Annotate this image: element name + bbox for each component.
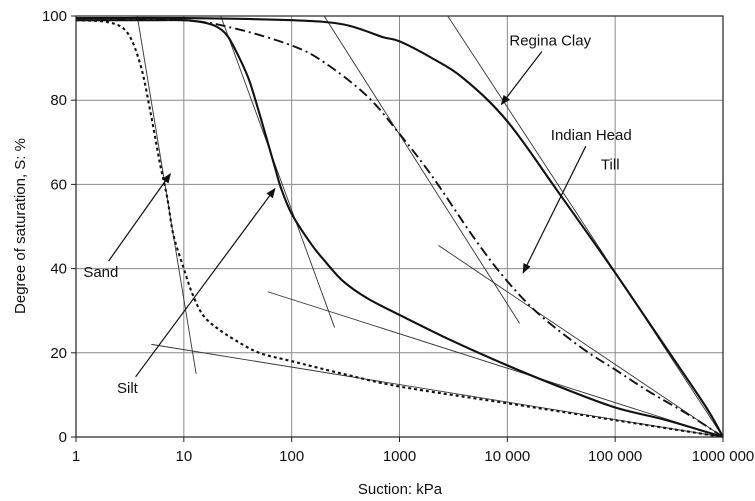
- y-axis-title: Degree of saturation, S: %: [12, 138, 29, 314]
- tangent-line: [323, 15, 520, 324]
- x-tick-label: 1000: [383, 448, 416, 465]
- x-axis-title: Suction: kPa: [358, 481, 443, 498]
- x-tick-label: 1: [72, 448, 80, 465]
- annotation-arrow: [135, 187, 276, 378]
- grid-lines: [76, 16, 723, 437]
- y-tick-label: 20: [50, 345, 67, 362]
- tangent-line: [267, 291, 724, 438]
- annotation-arrow: [522, 145, 587, 274]
- annotation-arrow: [108, 173, 171, 262]
- tangent-line: [447, 15, 724, 438]
- series-line-sand: [75, 19, 724, 439]
- x-tick-label: 10: [175, 448, 192, 465]
- series-line-silt: [76, 19, 724, 439]
- annotation-arrow: [500, 51, 543, 106]
- x-tick-label: 10 000: [484, 448, 530, 465]
- y-tick-label: 100: [42, 8, 67, 25]
- x-tick-label: 100: [279, 448, 304, 465]
- series-line-regina-clay: [75, 16, 724, 438]
- annotation-label-regina-clay: Regina Clay: [509, 32, 591, 49]
- y-tick-label: 60: [50, 176, 67, 193]
- tangent-line: [151, 343, 724, 438]
- tangent-lines: [136, 15, 724, 438]
- y-tick-label: 40: [50, 261, 67, 278]
- tangent-line: [220, 15, 336, 328]
- annotation-label-sand: Sand: [83, 264, 118, 281]
- annotation-label-till: Till: [601, 157, 620, 174]
- x-tick-label: 1000 000: [692, 448, 755, 465]
- data-series: [75, 16, 724, 439]
- annotation-label-silt: Silt: [117, 380, 139, 397]
- y-tick-label: 80: [50, 92, 67, 109]
- tick-labels: 1 10 100 1000 10 000 100 000 1000 000 0 20 40 60 80…: [42, 8, 754, 465]
- tangent-line: [438, 245, 724, 438]
- x-tick-label: 100 000: [588, 448, 642, 465]
- annotation-label-indian-head: Indian Head: [551, 127, 632, 144]
- annotations: Regina Clay Indian Head Till Sand Silt: [83, 32, 631, 396]
- y-tick-label: 0: [59, 429, 67, 446]
